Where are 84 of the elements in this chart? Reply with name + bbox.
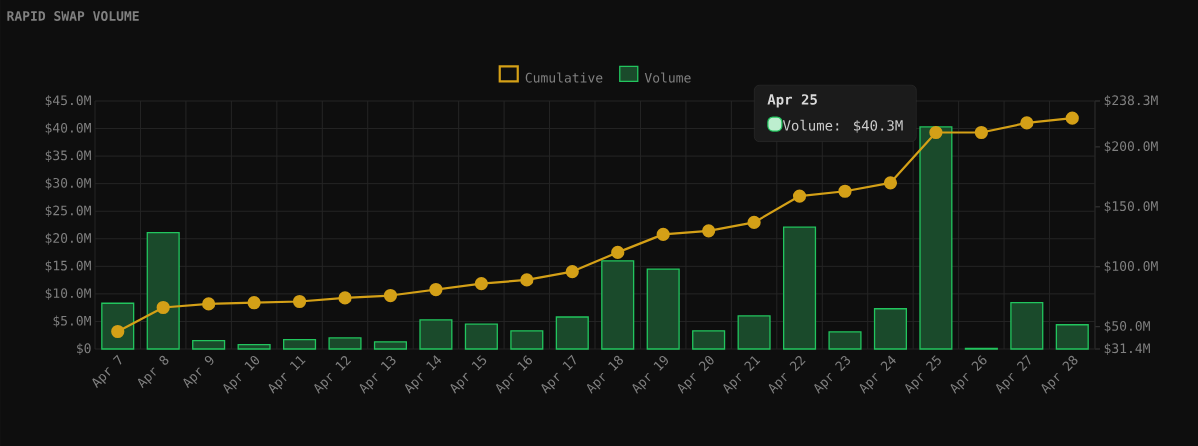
x-tick-label: Apr 14: [404, 355, 442, 394]
point: [156, 300, 170, 315]
y2-tick-label: $238.3M: [1104, 95, 1158, 107]
bar: [1010, 302, 1044, 350]
bar: [283, 338, 317, 350]
x-tick-label: Apr 18: [586, 355, 624, 394]
y-tick-label: $40.0M: [45, 122, 91, 135]
bar: [601, 260, 635, 350]
y-tick-label: $20.0M: [45, 232, 91, 245]
x-tick-label: Apr 17: [541, 354, 576, 394]
x-tick-label: Apr 9: [183, 355, 214, 389]
y-tick-label: $30.0M: [45, 177, 91, 190]
x-tick-label: Apr 21: [723, 356, 761, 394]
chart-title: RAPID SWAP VOLUME: [7, 11, 139, 21]
point: [429, 282, 443, 297]
point: [202, 297, 216, 311]
x-tick-label: Apr 24: [859, 355, 896, 394]
bar: [1055, 324, 1089, 350]
y-tick-label: $10.0M: [45, 287, 91, 300]
point: [838, 184, 852, 198]
bar: [419, 319, 453, 350]
point: [747, 215, 761, 230]
bar: [510, 330, 544, 350]
bar: [737, 315, 771, 350]
x-tick-label: Apr 8: [137, 355, 169, 389]
x-tick-label: Apr 26: [950, 355, 987, 394]
x-tick-label: Apr 19: [632, 355, 669, 394]
x-tick-label: Apr 16: [495, 355, 533, 394]
y2-tick-label: $100.0M: [1104, 260, 1158, 273]
bar: [919, 126, 953, 350]
x-tick-label: Apr 20: [677, 355, 714, 394]
legend-label: Volume: [644, 72, 691, 83]
point: [883, 176, 898, 190]
y2-tick-label: $150.0M: [1104, 200, 1158, 213]
y2-tick-label: $31.4M: [1104, 343, 1150, 355]
bar: [464, 323, 498, 350]
point: [792, 189, 807, 203]
x-tick-label: Apr 15: [450, 355, 487, 394]
bar: [555, 316, 589, 350]
point: [247, 296, 261, 310]
point: [656, 227, 670, 241]
point: [929, 125, 943, 140]
legend-label: Cumulative: [525, 72, 603, 83]
x-tick-label: Apr 11: [268, 356, 306, 394]
point: [1020, 116, 1034, 130]
y-tick-label: $5.0M: [53, 315, 91, 328]
point: [565, 264, 579, 279]
y-tick-label: $25.0M: [45, 205, 91, 218]
x-tick-label: Apr 27: [995, 354, 1031, 394]
x-tick-label: Apr 22: [768, 355, 806, 394]
bar: [328, 337, 362, 350]
annotation: Apr 25: [767, 94, 817, 108]
bar: [873, 308, 908, 350]
y-tick-label: $15.0M: [45, 260, 91, 273]
point: [611, 245, 625, 259]
point: [383, 288, 398, 303]
bar: [192, 340, 226, 350]
y-tick-label: $35.0M: [45, 150, 91, 162]
bar: [237, 343, 271, 350]
y2-tick-label: $50.0M: [1104, 320, 1150, 333]
annotation: Volume: $40.3M: [782, 119, 903, 133]
x-tick-label: Apr 7: [92, 354, 122, 389]
point: [702, 224, 716, 238]
x-tick-label: Apr 28: [1041, 355, 1078, 394]
point: [474, 276, 488, 291]
bar: [146, 232, 180, 350]
x-tick-label: Apr 25: [905, 355, 941, 394]
point: [338, 291, 352, 305]
y2-tick-label: $200.0M: [1104, 141, 1158, 153]
y-tick-label: $45.0M: [45, 95, 91, 107]
bar: [373, 341, 408, 350]
bar: [646, 268, 680, 350]
point: [1065, 111, 1079, 125]
point: [292, 294, 307, 309]
point: [974, 125, 988, 140]
y-tick-label: $0: [77, 343, 91, 355]
x-tick-label: Apr 10: [223, 355, 260, 394]
x-tick-label: Apr 13: [359, 355, 396, 394]
x-tick-label: Apr 23: [814, 355, 851, 394]
bar: [692, 330, 726, 350]
x-tick-label: Apr 12: [314, 355, 352, 394]
bar: [828, 331, 862, 350]
point: [520, 273, 534, 287]
bar: [782, 226, 817, 350]
